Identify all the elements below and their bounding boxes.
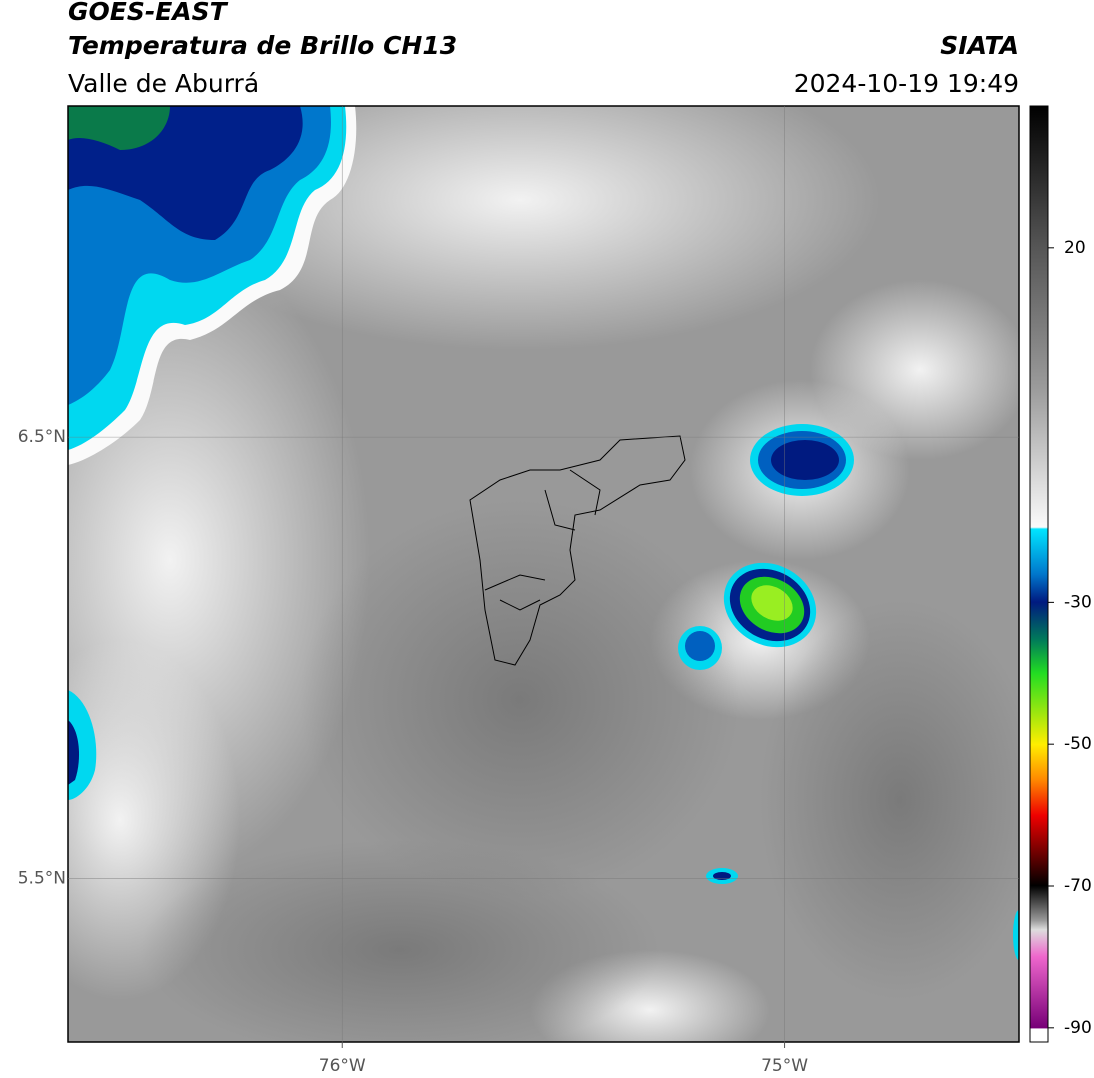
product: Temperatura de Brillo CH13 [68, 31, 457, 60]
lon-tick-label: 75°W [761, 1056, 808, 1076]
colorbar-tick-label: -70 [1064, 876, 1092, 896]
region: Valle de Aburrá [68, 69, 259, 98]
lat-tick-label: 6.5°N [18, 427, 66, 447]
datetime: 2024-10-19 19:49 [794, 69, 1019, 98]
satellite-image [68, 106, 1019, 1042]
satellite: GOES-EAST [68, 0, 229, 26]
colorbar-tick-label: -90 [1064, 1018, 1092, 1038]
colorbar [1029, 105, 1049, 1043]
colorbar-tick-label: -50 [1064, 734, 1092, 754]
source: SIATA [940, 31, 1019, 60]
lon-tick-label: 76°W [319, 1056, 366, 1076]
colorbar-tick-label: -30 [1064, 592, 1092, 612]
colorbar-tick-label: 20 [1064, 238, 1086, 258]
map-frame [67, 105, 1020, 1043]
lat-tick-label: 5.5°N [18, 869, 66, 889]
